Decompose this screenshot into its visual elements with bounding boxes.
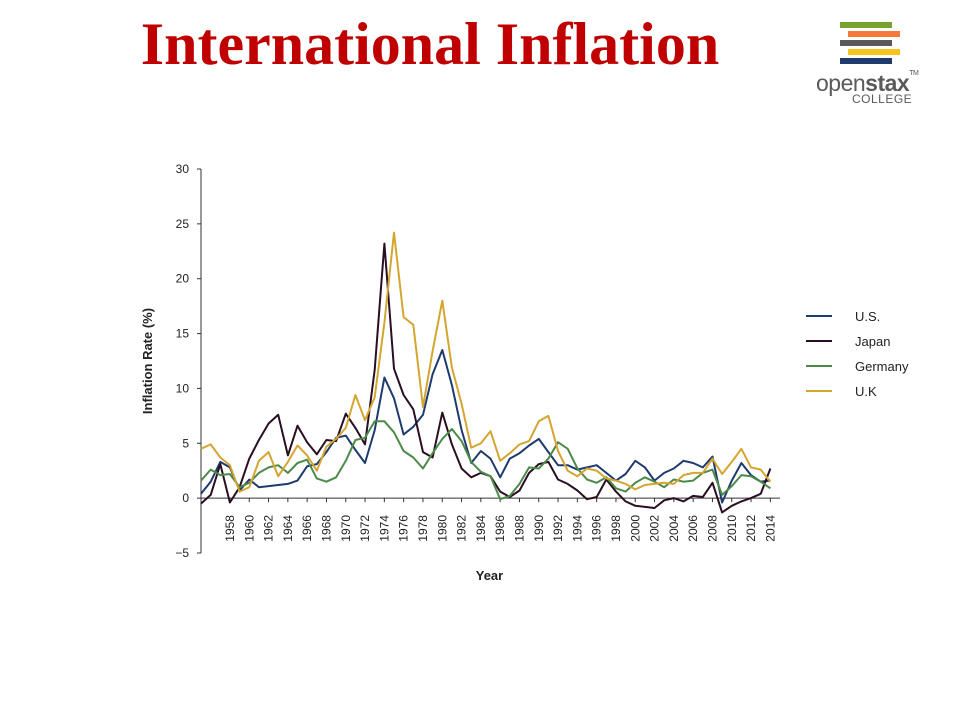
legend-label: U.K — [855, 384, 877, 399]
logo-wordmark: openstaxTM — [816, 70, 919, 96]
y-tick-label: 20 — [176, 272, 190, 286]
x-tick-label: 1996 — [590, 515, 604, 542]
x-tick-label: 1988 — [512, 515, 526, 542]
x-tick-label: 1964 — [281, 515, 295, 542]
x-tick-label: 2008 — [705, 515, 719, 542]
x-tick-label: 1972 — [358, 515, 372, 542]
x-tick-label: 2012 — [744, 515, 758, 542]
x-tick-label: 1962 — [262, 515, 276, 542]
y-axis-title: Inflation Rate (%) — [140, 308, 155, 414]
x-tick-label: 1980 — [435, 515, 449, 542]
x-axis-title: Year — [476, 568, 503, 583]
logo-bar-navy — [840, 58, 892, 64]
legend-label: Germany — [855, 359, 909, 374]
x-tick-label: 2002 — [648, 515, 662, 542]
series-line-uk — [200, 231, 772, 493]
chart-legend: U.S. Japan Germany U.K — [806, 309, 909, 399]
x-tick-label: 1976 — [397, 515, 411, 542]
y-tick-label: 30 — [176, 162, 190, 176]
legend-label: U.S. — [855, 309, 880, 324]
y-tick-label: 15 — [176, 327, 190, 341]
slide-title: International Inflation — [140, 11, 720, 77]
x-tick-label: 1978 — [416, 515, 430, 542]
x-tick-label: 2000 — [628, 515, 642, 542]
logo-bar-green — [840, 22, 892, 28]
y-tick-label: 25 — [176, 217, 190, 231]
x-tick-label: 1998 — [609, 515, 623, 542]
x-tick-label: 1970 — [339, 515, 353, 542]
x-tick-label: 1960 — [242, 515, 256, 542]
logo-college-text: COLLEGE — [852, 92, 913, 106]
x-tick-label: 2004 — [667, 515, 681, 542]
series-line-us — [200, 349, 771, 504]
x-tick-label: 1966 — [300, 515, 314, 542]
x-tick-label: 2014 — [763, 515, 777, 542]
logo-bar-gray — [840, 40, 892, 46]
x-tick-label: 1982 — [455, 515, 469, 542]
x-tick-label: 1958 — [223, 515, 237, 542]
x-tick-label: 1986 — [493, 515, 507, 542]
x-tick-label: 1990 — [532, 515, 546, 542]
x-tick-label: 1994 — [570, 515, 584, 542]
legend-label: Japan — [855, 334, 890, 349]
openstax-logo: openstaxTM COLLEGE — [812, 22, 932, 112]
y-tick-label: 10 — [176, 381, 190, 395]
y-tick-label: 0 — [182, 491, 189, 505]
x-tick-label: 1984 — [474, 515, 488, 542]
x-tick-label: 1968 — [319, 515, 333, 542]
x-tick-label: 2010 — [725, 515, 739, 542]
y-tick-label: −5 — [175, 546, 189, 560]
x-tick-label: 1992 — [551, 515, 565, 542]
series-line-germany — [200, 420, 771, 501]
x-tick-label: 2006 — [686, 515, 700, 542]
logo-bar-yellow — [848, 49, 900, 55]
logo-bar-orange — [848, 31, 900, 37]
y-tick-label: 5 — [182, 436, 189, 450]
x-tick-label: 1974 — [377, 515, 391, 542]
